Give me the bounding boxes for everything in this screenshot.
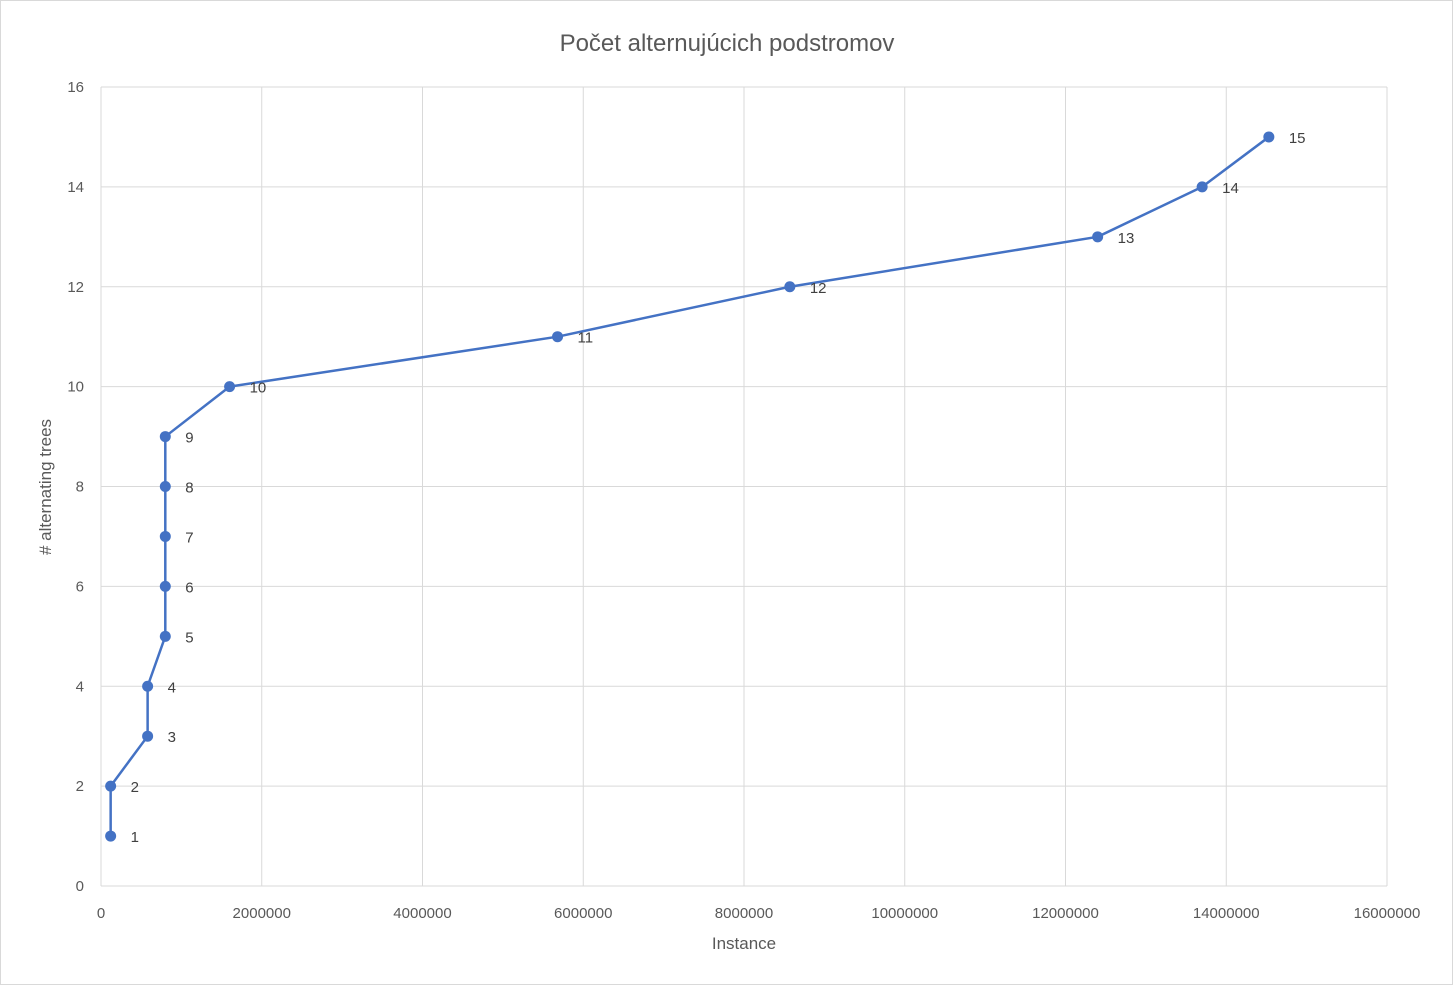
data-label: 8	[185, 480, 193, 497]
data-label: 13	[1118, 230, 1135, 247]
data-point	[159, 630, 171, 642]
series-layer	[105, 131, 1275, 842]
data-point	[159, 481, 171, 492]
x-tick-label: 0	[97, 905, 105, 922]
y-tick-label: 2	[76, 778, 84, 795]
data-label: 7	[185, 529, 193, 546]
data-point	[784, 281, 796, 293]
y-tick-label: 14	[67, 179, 84, 196]
data-label: 15	[1289, 130, 1306, 147]
data-point	[105, 830, 117, 842]
x-tick-label: 12000000	[1032, 905, 1099, 922]
data-point	[1263, 131, 1275, 143]
data-label: 4	[168, 679, 176, 696]
x-tick-label: 16000000	[1354, 905, 1421, 922]
chart-title: Počet alternujúcich podstromov	[560, 30, 895, 57]
data-label: 12	[810, 280, 827, 297]
x-tick-label: 14000000	[1193, 905, 1260, 922]
data-point	[105, 780, 117, 792]
y-tick-label: 8	[76, 479, 84, 496]
x-tick-label: 2000000	[233, 905, 291, 922]
data-label: 5	[185, 629, 193, 646]
y-tick-label: 0	[76, 878, 84, 895]
data-label: 11	[578, 330, 594, 347]
data-point	[159, 431, 171, 443]
y-axis-title: # alternating trees	[36, 419, 55, 555]
y-tick-label: 6	[76, 578, 84, 595]
data-label: 3	[168, 729, 176, 746]
data-point	[1196, 181, 1208, 193]
x-axis-title: Instance	[712, 934, 776, 953]
data-label: 1	[131, 829, 139, 846]
data-label: 2	[131, 779, 139, 796]
data-point	[1092, 231, 1104, 243]
y-tick-label: 16	[67, 79, 84, 96]
y-tick-label: 12	[67, 279, 84, 296]
data-point	[552, 331, 564, 343]
data-point	[159, 580, 171, 592]
data-label: 6	[185, 579, 193, 596]
data-label: 9	[185, 430, 193, 447]
y-tick-label: 10	[67, 379, 84, 396]
y-tick-label: 4	[76, 678, 84, 695]
data-point	[159, 530, 171, 542]
data-point	[224, 381, 236, 393]
x-tick-label: 4000000	[393, 905, 451, 922]
x-tick-label: 10000000	[871, 905, 938, 922]
data-point	[142, 680, 154, 692]
data-point	[142, 730, 154, 742]
data-label: 10	[250, 380, 267, 397]
grid-layer	[100, 86, 1388, 887]
data-label: 14	[1222, 180, 1239, 197]
x-tick-label: 6000000	[554, 905, 612, 922]
x-tick-label: 8000000	[715, 905, 773, 922]
